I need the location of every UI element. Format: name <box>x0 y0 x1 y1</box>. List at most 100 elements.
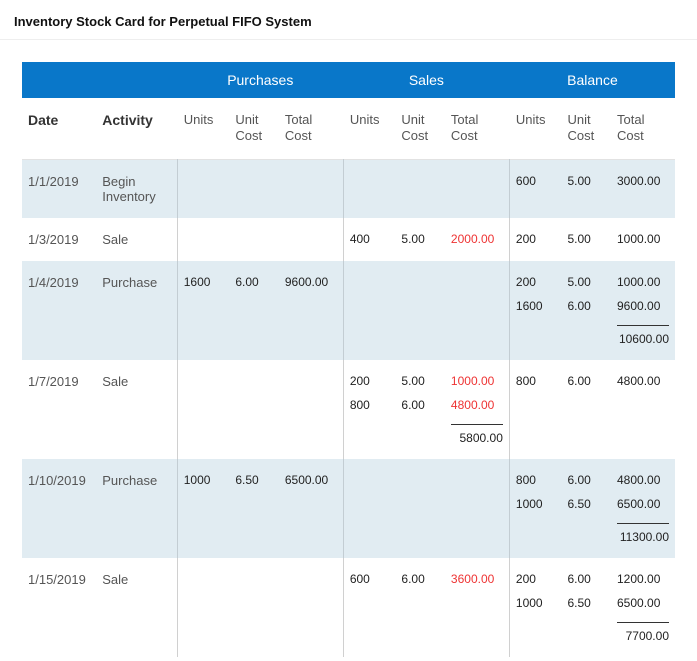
cell-activity: Sale <box>96 558 176 657</box>
cell-purchase-unit-cost: 6.00 <box>229 261 279 360</box>
cell-value: 6.00 <box>567 374 605 388</box>
group-header-sales: Sales <box>344 62 509 98</box>
cell-sale-unit-cost <box>395 261 445 360</box>
group-header-balance: Balance <box>510 62 675 98</box>
cell-purchase-units <box>178 218 230 261</box>
cell-balance-unit-cost: 6.00 <box>561 360 611 459</box>
cell-sale-units <box>344 459 396 558</box>
sub-header-row: Date Activity Units Unit Cost Total Cost… <box>22 98 675 159</box>
cell-value: 6.50 <box>567 596 605 610</box>
cell-activity: Purchase <box>96 261 176 360</box>
table-row: 1/15/2019Sale6006.003600.0020010006.006.… <box>22 558 675 657</box>
cell-balance-total: 1000.009600.0010600.00 <box>611 261 675 360</box>
cell-value: 4800.00 <box>617 473 669 487</box>
cell-value: 600 <box>516 174 556 188</box>
card-body: Purchases Sales Balance Date Activity Un… <box>0 40 697 661</box>
cell-date: 1/1/2019 <box>22 159 96 218</box>
cell-balance-total: 4800.00 6500.00 11300.00 <box>611 459 675 558</box>
cell-purchase-units: 1600 <box>178 261 230 360</box>
cell-value: 600 <box>350 572 390 586</box>
cell-sale-unit-cost: 5.00 <box>395 218 445 261</box>
table-row: 1/1/2019Begin Inventory 600 5.00 3000.00 <box>22 159 675 218</box>
cell-value: 6.00 <box>401 398 439 412</box>
cell-value: 6.00 <box>567 572 605 586</box>
stock-table: Purchases Sales Balance Date Activity Un… <box>22 62 675 657</box>
cell-date: 1/7/2019 <box>22 360 96 459</box>
col-p-unit-cost: Unit Cost <box>229 98 279 159</box>
cell-activity: Begin Inventory <box>96 159 176 218</box>
cell-value: 1000.00 <box>451 374 503 388</box>
table-row: 1/7/2019Sale 200 800 5.00 6.00 1000.00 4800.00… <box>22 360 675 459</box>
cell-value: 3000.00 <box>617 174 669 188</box>
cell-balance-unit-cost: 5.006.00 <box>561 261 611 360</box>
cell-value: 5.00 <box>401 232 439 246</box>
cell-value: 400 <box>350 232 390 246</box>
cell-value: 200 <box>516 572 556 586</box>
subtotal-value: 5800.00 <box>451 424 503 445</box>
cell-sale-units: 400 <box>344 218 396 261</box>
cell-sale-total <box>445 261 509 360</box>
cell-value: 1000.00 <box>617 275 669 289</box>
cell-purchase-total <box>279 218 343 261</box>
cell-balance-units: 200 1600 <box>510 261 562 360</box>
table-row: 1/10/2019Purchase10006.506500.0080010006… <box>22 459 675 558</box>
cell-value: 5.00 <box>567 174 605 188</box>
col-s-units: Units <box>344 98 396 159</box>
cell-sale-unit-cost <box>395 159 445 218</box>
cell-sale-unit-cost: 6.00 <box>395 558 445 657</box>
cell-sale-units <box>344 261 396 360</box>
cell-purchase-unit-cost <box>229 159 279 218</box>
col-date: Date <box>22 98 96 159</box>
cell-value: 800 <box>516 374 556 388</box>
cell-value: 6.00 <box>567 473 605 487</box>
col-b-total-cost: Total Cost <box>611 98 675 159</box>
cell-balance-unit-cost: 5.00 <box>561 159 611 218</box>
cell-balance-unit-cost: 6.00 6.50 <box>561 558 611 657</box>
cell-activity: Sale <box>96 360 176 459</box>
cell-value: 4800.00 <box>451 398 503 412</box>
cell-value: 1000.00 <box>617 232 669 246</box>
cell-balance-total: 1000.00 <box>611 218 675 261</box>
cell-value: 2000.00 <box>451 232 503 246</box>
cell-value: 3600.00 <box>451 572 503 586</box>
col-activity: Activity <box>96 98 176 159</box>
group-header-row: Purchases Sales Balance <box>22 62 675 98</box>
cell-date: 1/4/2019 <box>22 261 96 360</box>
cell-value: 1000 <box>516 497 556 511</box>
cell-balance-units: 8001000 <box>510 459 562 558</box>
subtotal-value: 7700.00 <box>617 622 669 643</box>
cell-balance-total: 4800.00 <box>611 360 675 459</box>
stock-card-page: Inventory Stock Card for Perpetual FIFO … <box>0 0 697 661</box>
page-title: Inventory Stock Card for Perpetual FIFO … <box>0 0 697 40</box>
cell-purchase-units <box>178 360 230 459</box>
cell-value: 6500.00 <box>617 497 669 511</box>
cell-value: 200 <box>516 232 556 246</box>
cell-purchase-unit-cost <box>229 218 279 261</box>
cell-value: 1200.00 <box>617 572 669 586</box>
cell-date: 1/3/2019 <box>22 218 96 261</box>
cell-value: 5.00 <box>567 232 605 246</box>
cell-sale-total <box>445 459 509 558</box>
cell-sale-total <box>445 159 509 218</box>
cell-purchase-total: 9600.00 <box>279 261 343 360</box>
cell-value: 200 <box>516 275 556 289</box>
cell-purchase-unit-cost <box>229 558 279 657</box>
cell-value: 5.00 <box>401 374 439 388</box>
cell-sale-total: 1000.00 4800.00 5800.00 <box>445 360 509 459</box>
cell-sale-total: 2000.00 <box>445 218 509 261</box>
cell-sale-unit-cost <box>395 459 445 558</box>
cell-purchase-total: 6500.00 <box>279 459 343 558</box>
cell-sale-units: 200 800 <box>344 360 396 459</box>
cell-value: 1000 <box>516 596 556 610</box>
cell-value: 1600 <box>516 299 556 313</box>
cell-sale-unit-cost: 5.00 6.00 <box>395 360 445 459</box>
cell-balance-total: 3000.00 <box>611 159 675 218</box>
subtotal-value: 11300.00 <box>617 523 669 544</box>
cell-purchase-units <box>178 558 230 657</box>
cell-value: 200 <box>350 374 390 388</box>
col-b-units: Units <box>510 98 562 159</box>
col-b-unit-cost: Unit Cost <box>561 98 611 159</box>
cell-balance-total: 1200.006500.007700.00 <box>611 558 675 657</box>
table-body: 1/1/2019Begin Inventory 600 5.00 3000.00 1/3… <box>22 159 675 657</box>
cell-value: 800 <box>350 398 390 412</box>
